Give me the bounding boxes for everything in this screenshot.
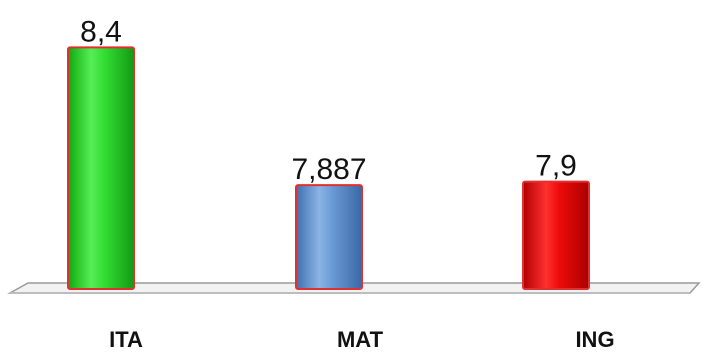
- value-labels-group: 8,4 7,887 7,9: [80, 15, 577, 186]
- category-label-ita: ITA: [109, 327, 143, 352]
- value-label-mat: 7,887: [291, 153, 366, 186]
- bars-group: [67, 46, 590, 290]
- category-labels-group: ITA MAT ING: [109, 327, 614, 352]
- category-label-mat: MAT: [337, 327, 384, 352]
- bar-ing: [522, 180, 590, 290]
- bar-mat: [295, 184, 363, 290]
- value-label-ing: 7,9: [535, 150, 577, 183]
- category-label-ing: ING: [575, 327, 614, 352]
- bar-ita: [67, 46, 135, 290]
- value-label-ita: 8,4: [80, 15, 122, 48]
